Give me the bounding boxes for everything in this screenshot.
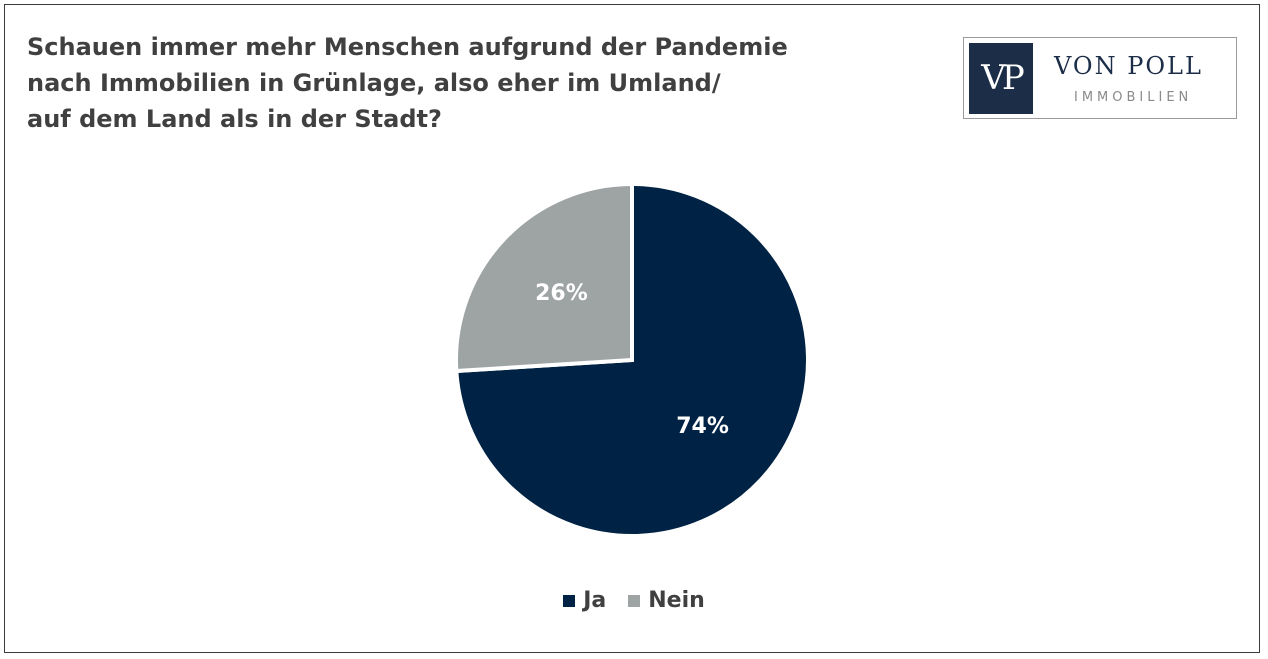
title-line-3: auf dem Land als in der Stadt?	[27, 105, 442, 133]
chart-frame: Schauen immer mehr Menschen aufgrund der…	[4, 4, 1260, 653]
company-logo: VP VON POLL IMMOBILIEN	[963, 37, 1237, 119]
chart-legend: Ja Nein	[0, 588, 1268, 613]
legend-item-ja: Ja	[563, 588, 606, 613]
data-label-nein: 26%	[535, 281, 588, 306]
pie-slice-nein	[454, 181, 634, 374]
logo-mark: VP	[969, 43, 1033, 114]
logo-name: VON POLL	[1054, 52, 1203, 80]
legend-label-ja: Ja	[583, 588, 607, 613]
title-line-1: Schauen immer mehr Menschen aufgrund der…	[27, 33, 788, 61]
legend-swatch-ja	[563, 594, 576, 607]
legend-label-nein: Nein	[648, 588, 705, 613]
title-line-2: nach Immobilien in Grünlage, also eher i…	[27, 69, 721, 97]
legend-swatch-nein	[628, 594, 641, 607]
logo-subtitle: IMMOBILIEN	[1074, 90, 1193, 105]
chart-title: Schauen immer mehr Menschen aufgrund der…	[27, 29, 788, 137]
data-label-ja: 74%	[676, 414, 729, 439]
legend-item-nein: Nein	[628, 588, 705, 613]
